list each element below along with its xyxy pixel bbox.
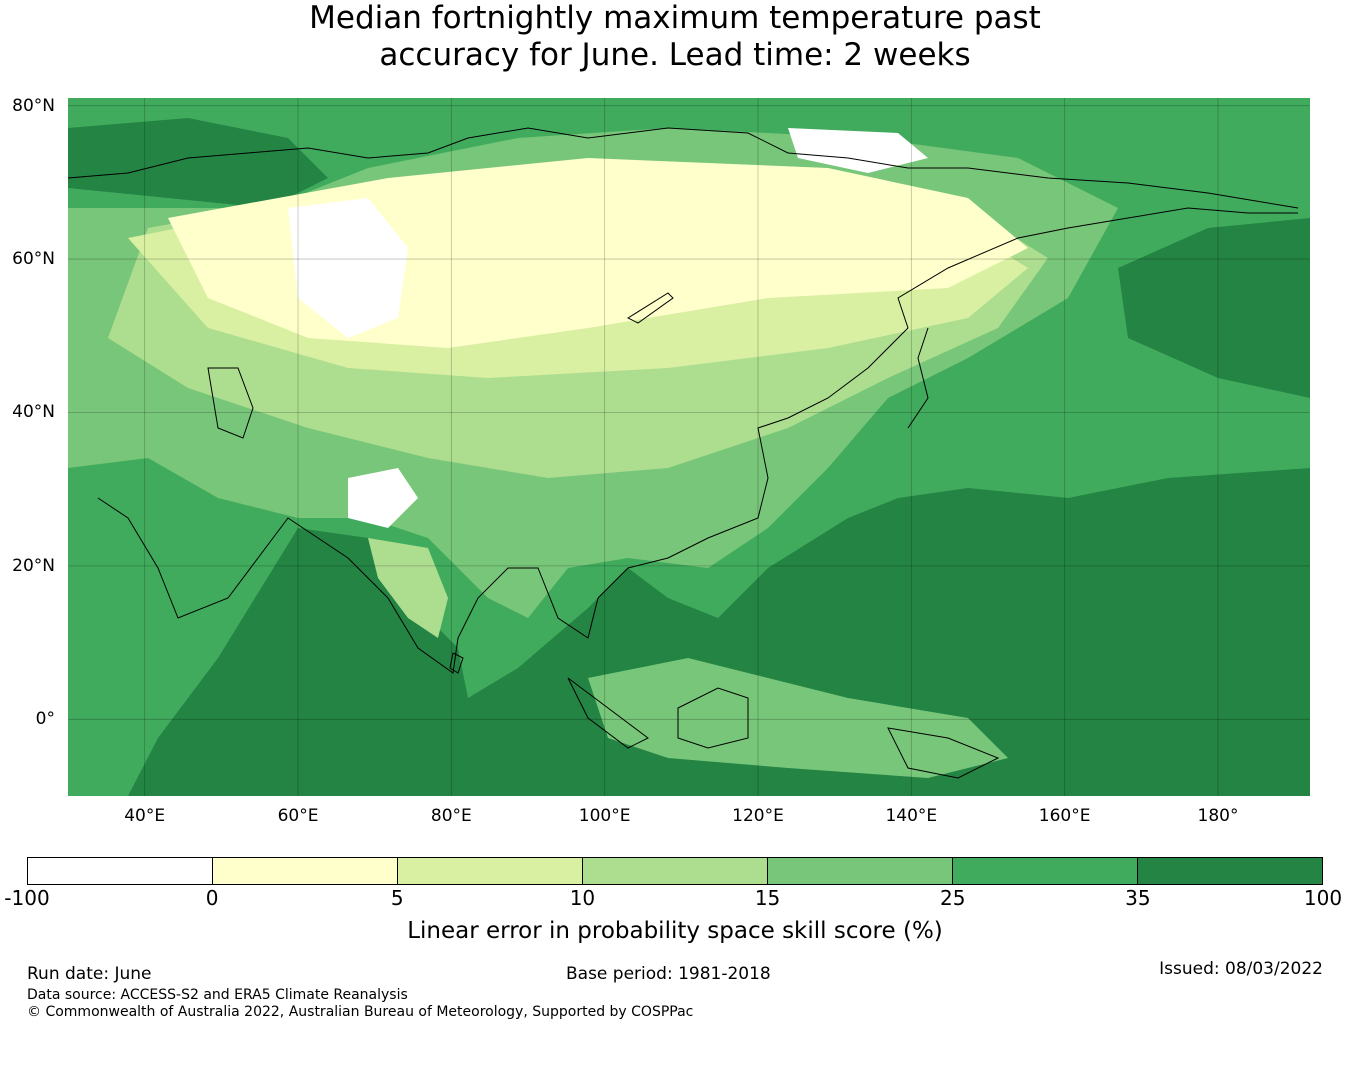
longitude-tick-label: 120°E xyxy=(732,806,784,826)
arctic-negative-patch xyxy=(788,128,928,173)
colorbar-tick-label: -100 xyxy=(4,886,50,910)
tropical-ocean-field xyxy=(128,468,1310,796)
longitude-tick-label: 100°E xyxy=(578,806,631,826)
colorbar-tick-label: 25 xyxy=(939,886,966,910)
latitude-tick-label: 40°N xyxy=(12,402,55,423)
barents-field xyxy=(68,118,328,208)
longitude-tick-label: 40°E xyxy=(124,806,166,826)
coastline-japan xyxy=(907,327,929,429)
chart-title: Median fortnightly maximum temperature p… xyxy=(0,0,1350,74)
coastline-baikal xyxy=(626,292,674,324)
colorbar-tick-label: 100 xyxy=(1303,886,1343,910)
longitude-tick-label: 140°E xyxy=(885,806,938,826)
colorbar-tick-label: 5 xyxy=(390,886,404,910)
run-date: Run date: June xyxy=(27,964,152,984)
colorbar-segment xyxy=(213,858,398,884)
latitude-tick-label: 0° xyxy=(35,709,55,730)
graticule xyxy=(68,98,1310,796)
title-line-1: Median fortnightly maximum temperature p… xyxy=(309,0,1041,36)
coastline-east-asia xyxy=(597,207,1298,599)
maritime-continent-field xyxy=(588,658,1008,778)
colorbar-tick-label: 35 xyxy=(1125,886,1151,910)
coastline-sri-lanka xyxy=(449,652,464,674)
colorbar xyxy=(27,857,1323,885)
nw-pacific-field xyxy=(1118,218,1310,398)
longitude-tick-label: 60°E xyxy=(277,806,319,826)
coastlines xyxy=(68,127,1299,779)
coastline-caspian xyxy=(207,367,254,439)
coastline-new-guinea xyxy=(887,727,1000,779)
longitude-tick-label: 180° xyxy=(1197,806,1239,826)
colorbar-segment xyxy=(1138,858,1322,884)
skill-map xyxy=(68,98,1310,796)
coastline-borneo xyxy=(677,687,749,749)
colorbar-tick-label: 10 xyxy=(569,886,596,910)
colorbar-tick-label: 0 xyxy=(205,886,219,910)
colorbar-segment xyxy=(28,858,213,884)
west-siberia-negative-patch xyxy=(288,198,408,338)
base-period: Base period: 1981-2018 xyxy=(566,964,771,984)
latitude-tick-label: 20°N xyxy=(12,555,55,576)
issued-date: Issued: 08/03/2022 xyxy=(1159,959,1323,979)
copyright: © Commonwealth of Australia 2022, Austra… xyxy=(27,1004,694,1020)
coastline-arabia-india xyxy=(97,497,599,674)
skill-field xyxy=(68,118,1310,796)
colorbar-tick-label: 15 xyxy=(754,886,781,910)
colorbar-segment xyxy=(398,858,583,884)
colorbar-segment xyxy=(768,858,953,884)
india-field xyxy=(368,538,448,638)
map-panel xyxy=(68,98,1310,796)
title-line-2: accuracy for June. Lead time: 2 weeks xyxy=(379,37,971,73)
coastline-sumatra xyxy=(567,677,649,749)
latitude-tick-label: 80°N xyxy=(12,95,55,116)
colorbar-segment xyxy=(583,858,768,884)
latitude-tick-label: 60°N xyxy=(12,249,55,270)
tibet-negative-patch xyxy=(348,468,418,528)
longitude-tick-label: 160°E xyxy=(1038,806,1091,826)
colorbar-segment xyxy=(953,858,1138,884)
coastline-arctic xyxy=(68,127,1299,209)
longitude-tick-label: 80°E xyxy=(430,806,472,826)
data-source: Data source: ACCESS-S2 and ERA5 Climate … xyxy=(27,987,408,1003)
colorbar-label: Linear error in probability space skill … xyxy=(407,918,943,944)
